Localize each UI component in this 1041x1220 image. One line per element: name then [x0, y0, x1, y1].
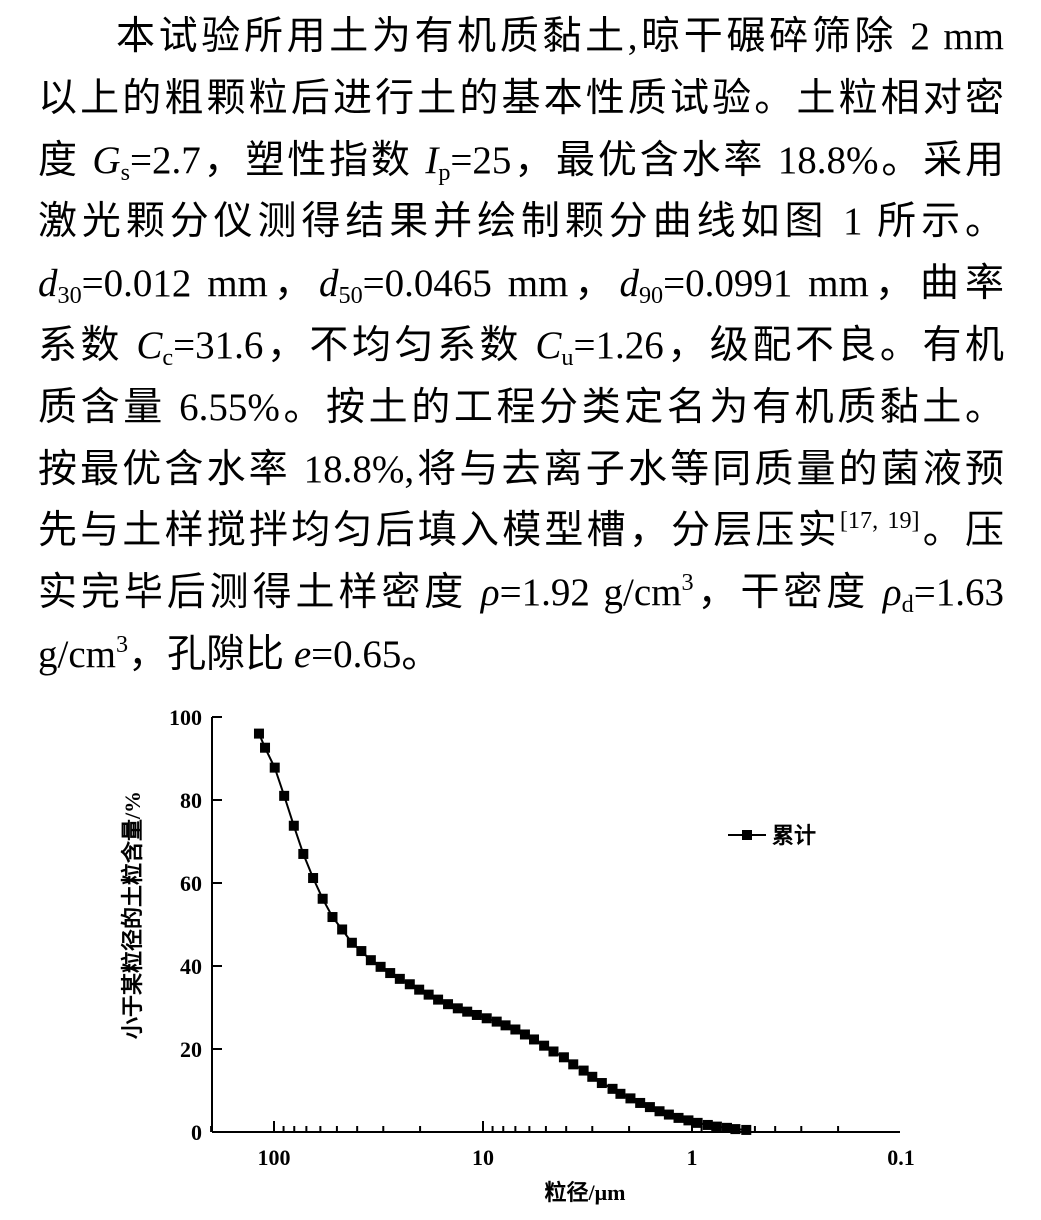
- data-point: [452, 1003, 463, 1014]
- series-line: [258, 733, 747, 1131]
- text-line-7: 质含量 6.55%。按土的工程分类定名为有机质黏土。: [38, 385, 1004, 429]
- data-point: [481, 1013, 492, 1024]
- data-point: [471, 1009, 482, 1020]
- data-point: [279, 790, 290, 801]
- data-point: [491, 1016, 502, 1027]
- data-point: [644, 1102, 655, 1113]
- text-line-6: 系数 Cc=31.6，不均匀系数 Cu=1.26，级配不良。有机: [38, 323, 1004, 371]
- data-point: [683, 1115, 694, 1126]
- x-axis-label: 粒径/μm: [545, 1180, 626, 1205]
- y-tick-label: 60: [180, 871, 202, 896]
- x-tick-label: 10: [472, 1145, 494, 1170]
- data-point: [625, 1093, 636, 1104]
- data-point: [578, 1065, 589, 1076]
- chart-series: [253, 728, 752, 1135]
- text-line-11: g/cm3，孔隙比 e=0.65。: [38, 630, 441, 676]
- y-tick-label: 100: [169, 705, 202, 730]
- data-point: [529, 1034, 540, 1045]
- data-point: [730, 1124, 741, 1135]
- data-point: [260, 742, 271, 753]
- data-point: [375, 961, 386, 972]
- text-line-4: 激光颗分仪测得结果并绘制颗分曲线如图 1 所示。: [38, 200, 1004, 244]
- data-point: [558, 1052, 569, 1063]
- data-point: [692, 1117, 703, 1128]
- data-point: [702, 1119, 713, 1130]
- data-point: [253, 728, 264, 739]
- data-point: [394, 973, 405, 984]
- text-line-3: 度 Gs=2.7，塑性指数 Ip=25，最优含水率 18.8%。采用: [38, 138, 1004, 186]
- y-tick-label: 80: [180, 788, 202, 813]
- data-point: [327, 912, 338, 923]
- citation-ref: [17, 19]: [839, 507, 920, 535]
- data-point: [568, 1059, 579, 1070]
- data-point: [414, 984, 425, 995]
- data-point: [635, 1097, 646, 1108]
- data-point: [298, 848, 309, 859]
- data-point: [741, 1124, 752, 1135]
- data-point: [365, 955, 376, 966]
- data-point: [404, 979, 415, 990]
- chart-legend: 累计: [728, 823, 816, 848]
- data-point: [500, 1020, 511, 1031]
- data-point: [722, 1122, 733, 1133]
- data-point: [269, 762, 280, 773]
- body-paragraph: 本试验所用土为有机质黏土,晾干碾碎筛除 2 mm 以上的粗颗粒后进行土的基本性质…: [38, 6, 1004, 686]
- data-point: [308, 873, 319, 884]
- y-axis-label: 小于某粒径的土粒含量/%: [120, 791, 145, 1039]
- data-point: [423, 989, 434, 1000]
- data-point: [519, 1029, 530, 1040]
- data-point: [337, 924, 348, 935]
- data-point: [539, 1040, 550, 1051]
- y-tick-label: 40: [180, 954, 202, 979]
- text-line-8: 按最优含水率 18.8%,将与去离子水等同质量的菌液预: [38, 447, 1004, 491]
- legend-label: 累计: [772, 823, 816, 848]
- particle-size-chart: 0 20 40 60 80 100 100 10 1 0.1 累计 小于某粒径的土粒含量/% 粒径…: [120, 705, 915, 1205]
- data-point: [317, 893, 328, 904]
- data-point: [510, 1024, 521, 1035]
- text-line-9: 先与土样搅拌均匀后填入模型槽，分层压实[17, 19]。压: [38, 507, 1004, 553]
- data-point: [587, 1071, 598, 1082]
- y-tick-label: 0: [191, 1120, 202, 1145]
- data-point: [433, 994, 444, 1005]
- data-point: [385, 968, 396, 979]
- data-point: [673, 1112, 684, 1123]
- legend-marker: [742, 830, 752, 840]
- data-point: [596, 1078, 607, 1089]
- y-tick-label: 20: [180, 1037, 202, 1062]
- x-tick-label: 0.1: [887, 1145, 915, 1170]
- data-point: [288, 820, 299, 831]
- data-point: [615, 1088, 626, 1099]
- data-point: [443, 999, 454, 1010]
- data-point: [346, 937, 357, 948]
- data-point: [356, 946, 367, 957]
- data-point: [654, 1106, 665, 1117]
- ip-symbol: I: [425, 138, 439, 182]
- data-point: [607, 1083, 618, 1094]
- data-point: [462, 1006, 473, 1017]
- x-tick-label: 100: [258, 1145, 291, 1170]
- x-tick-label: 1: [687, 1145, 698, 1170]
- text-line-2: 以上的粗颗粒后进行土的基本性质试验。土粒相对密: [38, 76, 1004, 120]
- chart-axes: 0 20 40 60 80 100 100 10 1 0.1: [169, 705, 915, 1170]
- text-line-5: d30=0.012 mm，d50=0.0465 mm，d90=0.0991 mm…: [38, 262, 1004, 309]
- text-line-1: 本试验所用土为有机质黏土,晾干碾碎筛除 2 mm: [116, 15, 1004, 58]
- data-point: [548, 1046, 559, 1057]
- text-line-10: 实完毕后测得土样密度 ρ=1.92 g/cm3，干密度 ρd=1.63: [38, 569, 1004, 618]
- gs-symbol: G: [92, 138, 121, 182]
- data-point: [711, 1121, 722, 1132]
- data-point: [663, 1109, 674, 1120]
